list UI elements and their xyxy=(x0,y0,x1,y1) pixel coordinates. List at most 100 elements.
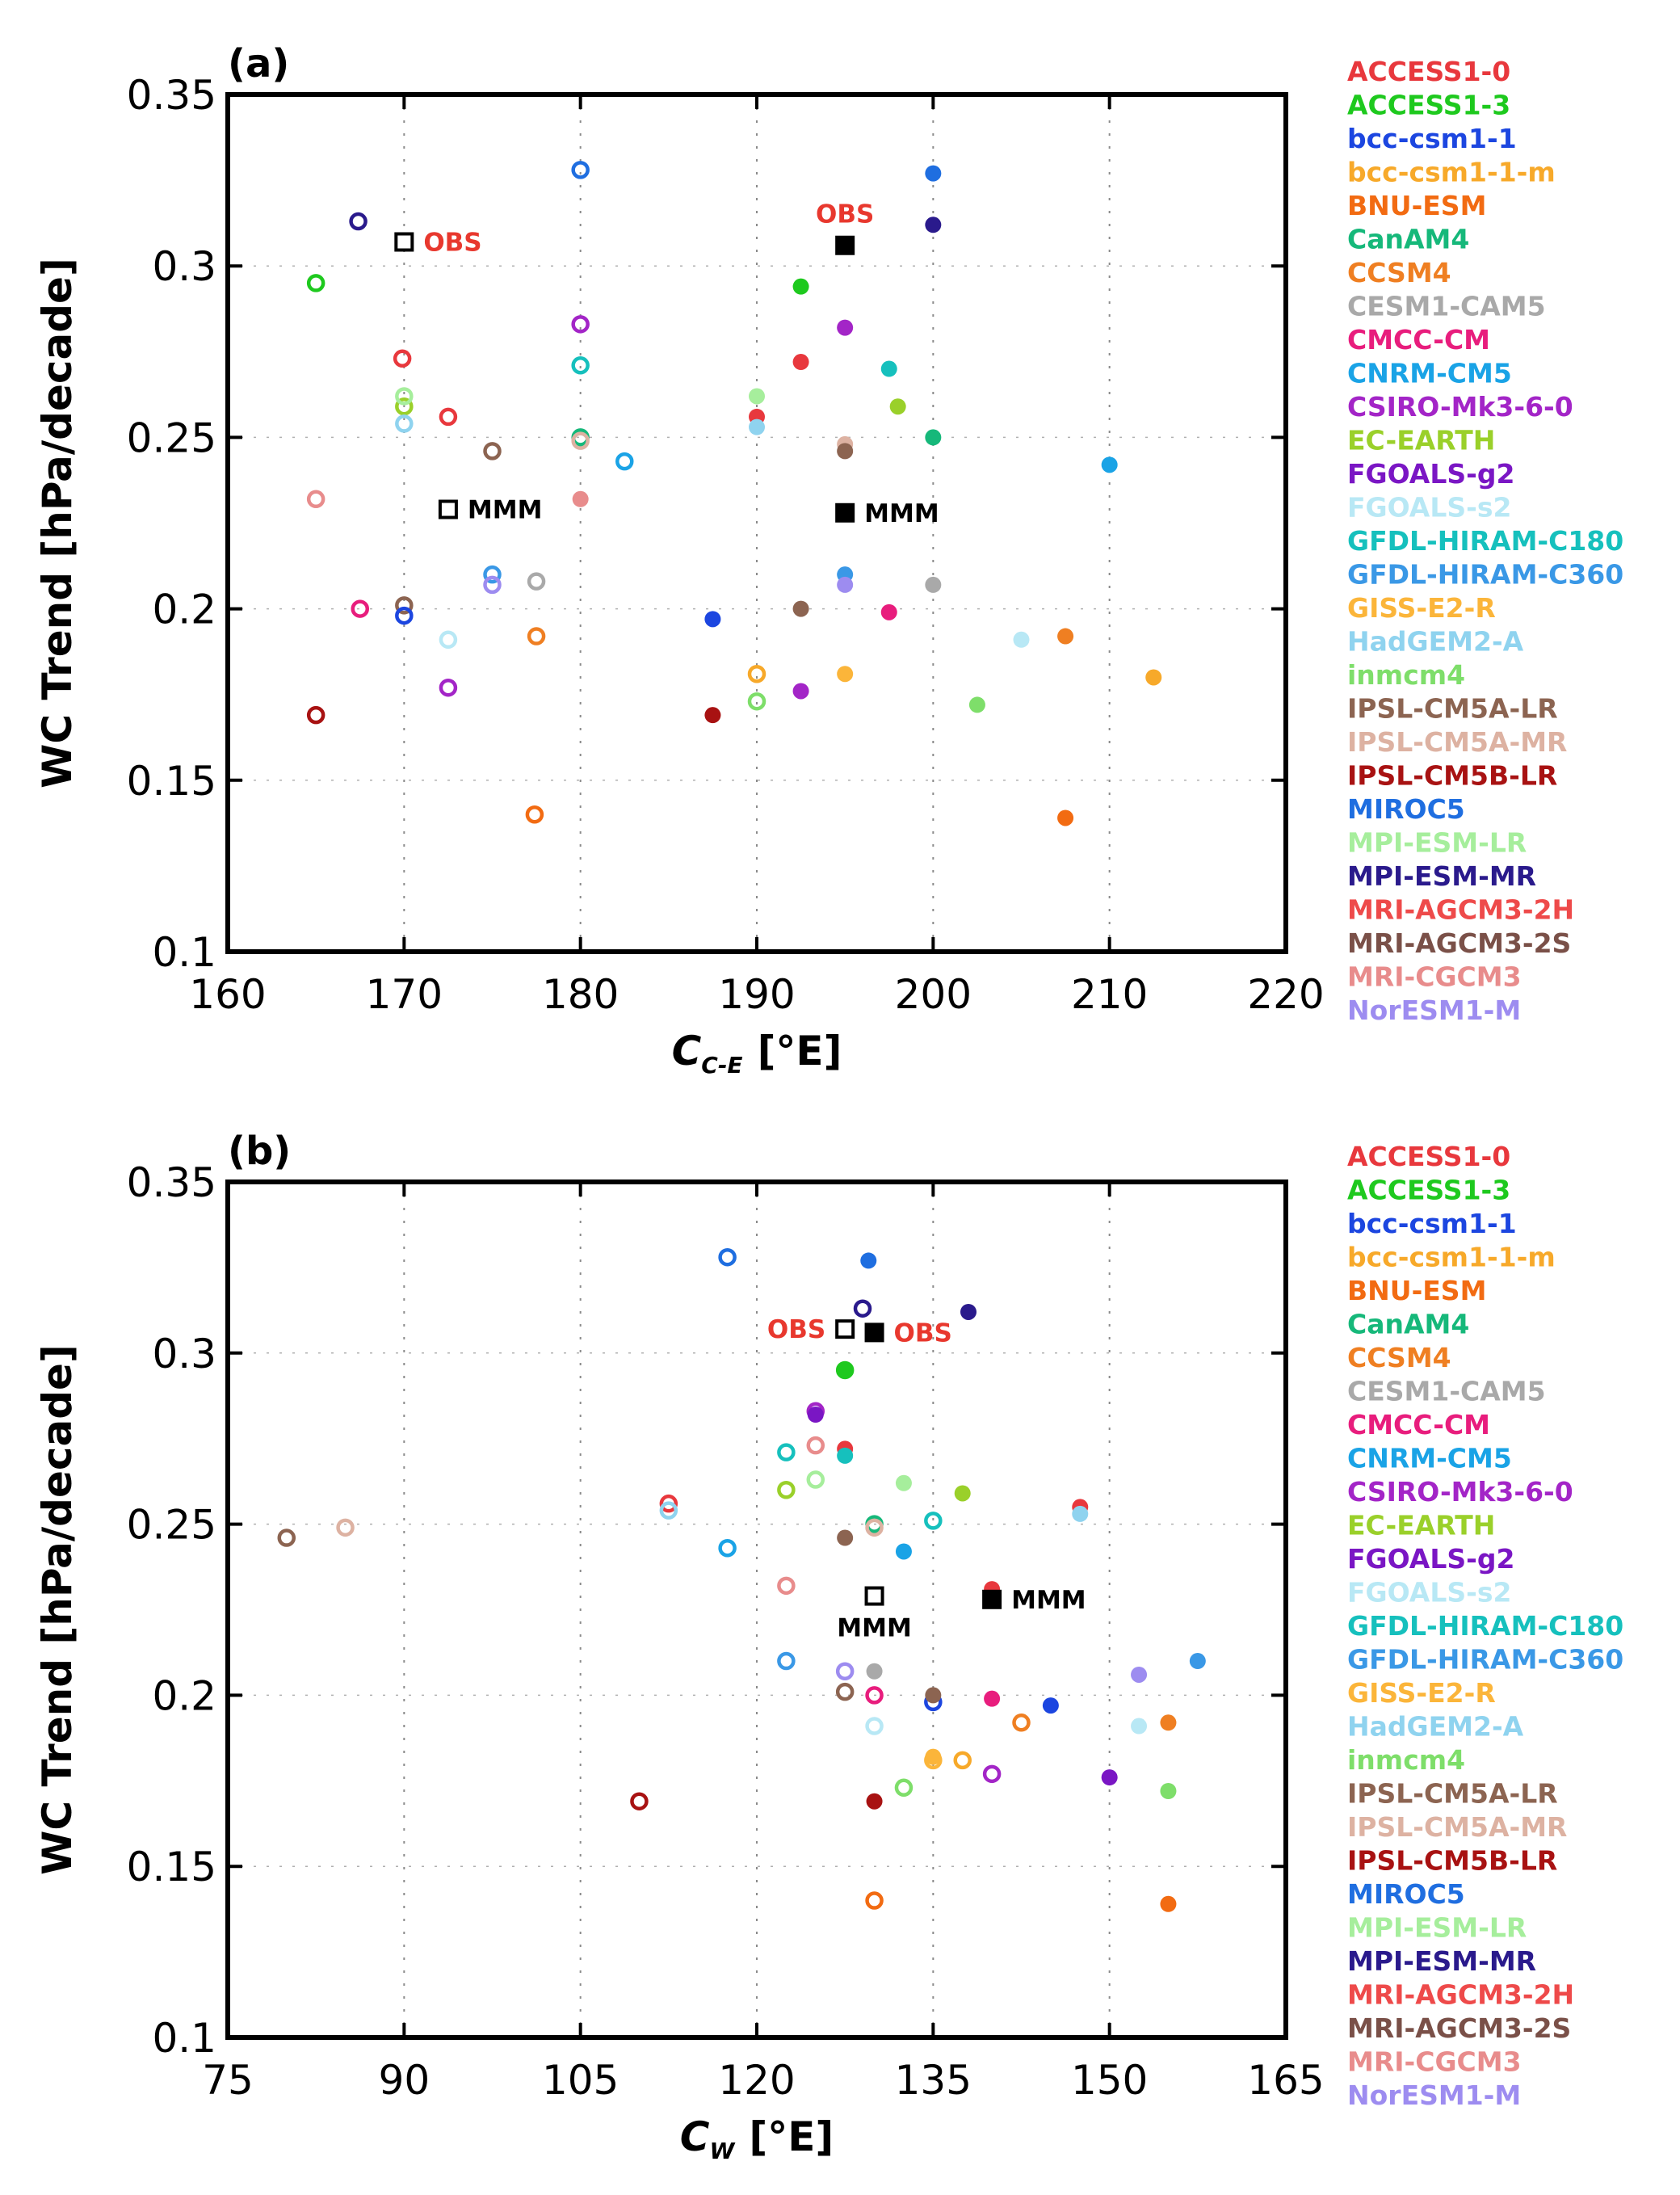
point-open-MRI-CGCM3 xyxy=(806,1436,825,1455)
point-open-IPSL-CM5B-LR xyxy=(306,705,326,725)
point-filled-MIROC5 xyxy=(860,1252,877,1269)
point-open-BNU-ESM xyxy=(525,805,544,824)
legend-entry: IPSL-CM5A-LR xyxy=(1347,1778,1558,1810)
ref-label-mmm: MMM xyxy=(1011,1586,1086,1615)
point-filled-IPSL-CM5B-LR xyxy=(704,707,721,724)
point-open-inmcm4 xyxy=(747,692,766,711)
point-open-CMCC-CM xyxy=(865,1686,884,1705)
point-filled-EC-EARTH xyxy=(889,398,906,415)
point-open-GFDL-HIRAM-C360 xyxy=(777,1651,796,1671)
legend-entry: BNU-ESM xyxy=(1347,1275,1486,1306)
point-open-CNRM-CM5 xyxy=(615,452,634,471)
point-open-IPSL-CM5A-LR xyxy=(835,1682,855,1701)
point-filled-BNU-ESM xyxy=(1057,809,1074,826)
ref-marker-mmm xyxy=(438,499,458,519)
legend-entry: CNRM-CM5 xyxy=(1347,358,1512,389)
legend-entry: MPI-ESM-MR xyxy=(1347,1945,1536,1977)
legend-entry: HadGEM2-A xyxy=(1347,626,1524,658)
legend-entry: HadGEM2-A xyxy=(1347,1711,1524,1743)
y-tick-label: 0.25 xyxy=(127,414,216,461)
point-open-HadGEM2-A xyxy=(659,1501,678,1520)
x-tick-label: 165 xyxy=(1247,2057,1324,2104)
legend-entry: ACCESS1-3 xyxy=(1347,1175,1510,1206)
ref-marker-obs xyxy=(835,1319,855,1339)
legend-entry: MRI-AGCM3-2S xyxy=(1347,927,1571,959)
y-tick-label: 0.35 xyxy=(127,1159,216,1206)
legend-entry: CMCC-CM xyxy=(1347,1409,1490,1440)
legend-entry: MIROC5 xyxy=(1347,793,1465,825)
point-open-GFDL-HIRAM-C360 xyxy=(483,565,502,584)
point-filled-CSIRO-Mk3-6-0 xyxy=(792,683,809,700)
point-filled-GISS-E2-R xyxy=(837,666,854,683)
point-open-HadGEM2-A xyxy=(395,414,414,433)
point-open-MPI-ESM-LR xyxy=(395,387,414,406)
point-filled-HadGEM2-A xyxy=(749,418,765,435)
point-filled-CMCC-CM xyxy=(984,1690,1001,1707)
y-axis-label: WC Trend [hPa/decade] xyxy=(34,258,81,788)
point-filled-MPI-ESM-LR xyxy=(895,1474,912,1491)
point-open-CSIRO-Mk3-6-0 xyxy=(571,315,590,334)
legend-entry: MRI-AGCM3-2S xyxy=(1347,2012,1571,2044)
point-open-CSIRO-Mk3-6-0 xyxy=(982,1764,1002,1784)
ref-marker-obs xyxy=(864,1322,884,1343)
point-filled-EC-EARTH xyxy=(954,1485,971,1502)
x-tick-label: 135 xyxy=(895,2057,972,2104)
legend-entry: CCSM4 xyxy=(1347,257,1451,288)
legend-entry: GFDL-HIRAM-C180 xyxy=(1347,525,1623,557)
legend-entry: NorESM1-M xyxy=(1347,2079,1521,2111)
legend-entry: FGOALS-g2 xyxy=(1347,458,1514,490)
point-filled-IPSL-CM5A-LR xyxy=(837,1529,854,1546)
point-open-EC-EARTH xyxy=(777,1480,796,1499)
legend-entry: CESM1-CAM5 xyxy=(1347,291,1546,322)
legend-entry: EC-EARTH xyxy=(1347,1510,1495,1541)
legend-entry: FGOALS-s2 xyxy=(1347,1577,1511,1608)
point-filled-GFDL-HIRAM-C360 xyxy=(1189,1653,1206,1670)
legend-entry: GISS-E2-R xyxy=(1347,592,1496,624)
y-tick-label: 0.35 xyxy=(127,72,216,119)
point-filled-FGOALS-g2 xyxy=(1101,1769,1118,1786)
legend-entry: CCSM4 xyxy=(1347,1342,1451,1373)
ref-marker-obs xyxy=(835,235,855,255)
legend-entry: ACCESS1-0 xyxy=(1347,56,1510,87)
point-filled-MPI-ESM-MR xyxy=(925,217,942,233)
point-filled-MPI-ESM-MR xyxy=(960,1303,976,1320)
legend-entry: MRI-AGCM3-2H xyxy=(1347,1979,1574,2011)
point-open-IPSL-CM5A-LR xyxy=(483,442,502,460)
legend-entry: MRI-CGCM3 xyxy=(1347,2046,1522,2078)
point-open-IPSL-CM5B-LR xyxy=(630,1792,649,1810)
point-open-BNU-ESM xyxy=(865,1891,884,1910)
point-filled-MIROC5 xyxy=(925,165,942,182)
legend-entry: MPI-ESM-LR xyxy=(1347,827,1527,859)
point-filled-MRI-CGCM3 xyxy=(572,490,589,507)
point-open-CNRM-CM5 xyxy=(718,1539,737,1558)
point-filled-IPSL-CM5B-LR xyxy=(866,1793,883,1810)
legend-entry: MPI-ESM-LR xyxy=(1347,1912,1527,1944)
legend-entry: IPSL-CM5B-LR xyxy=(1347,760,1557,792)
legend-entry: CESM1-CAM5 xyxy=(1347,1376,1546,1407)
legend-entry: bcc-csm1-1 xyxy=(1347,123,1517,154)
point-open-CCSM4 xyxy=(1012,1714,1031,1732)
x-tick-label: 90 xyxy=(379,2057,430,2104)
ref-label-obs: OBS xyxy=(767,1315,825,1344)
legend-entry: MPI-ESM-MR xyxy=(1347,860,1536,892)
point-filled-IPSL-CM5A-LR xyxy=(837,443,854,460)
legend-entry: inmcm4 xyxy=(1347,659,1465,691)
y-tick-label: 0.15 xyxy=(127,1844,216,1890)
point-filled-CNRM-CM5 xyxy=(895,1543,912,1560)
point-filled-CCSM4 xyxy=(1057,628,1074,645)
point-open-MRI-CGCM3 xyxy=(777,1576,796,1596)
legend-entry: CSIRO-Mk3-6-0 xyxy=(1347,1476,1573,1507)
legend: ACCESS1-0ACCESS1-3bcc-csm1-1bcc-csm1-1-m… xyxy=(1347,56,1623,1026)
legend-entry: MRI-CGCM3 xyxy=(1347,961,1522,993)
legend-entry: BNU-ESM xyxy=(1347,190,1486,221)
legend-entry: GFDL-HIRAM-C360 xyxy=(1347,1644,1623,1676)
legend-entry: IPSL-CM5B-LR xyxy=(1347,1845,1557,1877)
point-open-NorESM1-M xyxy=(483,575,502,595)
point-filled-FGOALS-s2 xyxy=(1013,631,1030,648)
point-open-IPSL-CM5A-LR xyxy=(395,596,414,615)
point-filled-GISS-E2-R xyxy=(925,1748,942,1765)
legend-entry: FGOALS-s2 xyxy=(1347,492,1511,524)
panel-label: (a) xyxy=(228,41,289,86)
panel-a: 160 170 180 190 200 210 220 0.1 0.15 0.2 0.25 0.3 0.… xyxy=(34,41,1623,1079)
x-axis-label: CC-E [°E] xyxy=(672,1028,842,1079)
